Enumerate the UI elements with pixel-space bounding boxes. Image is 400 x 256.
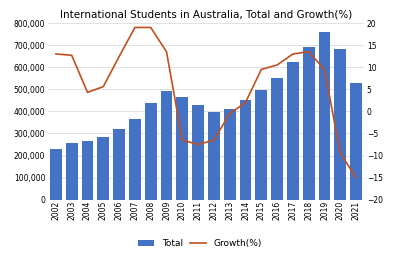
Bar [287, 62, 299, 200]
Bar [255, 90, 267, 200]
Growth(%) [117, 55, 122, 58]
Bar [303, 47, 315, 200]
Bar [66, 143, 78, 200]
Growth(%) [227, 112, 232, 115]
Growth(%) [338, 152, 343, 155]
Bar [240, 100, 252, 200]
Bar [350, 83, 362, 200]
Bar [129, 119, 141, 200]
Bar [334, 49, 346, 200]
Bar [82, 141, 94, 200]
Growth(%) [54, 52, 58, 56]
Growth(%) [69, 54, 74, 57]
Bar [224, 109, 236, 200]
Growth(%) [212, 138, 216, 142]
Bar [271, 78, 283, 200]
Growth(%) [85, 91, 90, 94]
Bar [176, 97, 188, 200]
Growth(%) [132, 26, 137, 29]
Bar [160, 91, 172, 200]
Growth(%) [275, 63, 280, 67]
Bar [208, 112, 220, 200]
Growth(%) [354, 176, 358, 179]
Growth(%) [322, 68, 327, 71]
Bar [97, 137, 109, 200]
Bar [113, 130, 125, 200]
Bar [50, 149, 62, 200]
Growth(%) [101, 85, 106, 88]
Bar [192, 105, 204, 200]
Growth(%) [180, 138, 185, 142]
Growth(%) [259, 68, 264, 71]
Growth(%) [306, 50, 311, 53]
Growth(%) [290, 52, 295, 56]
Bar [145, 103, 157, 200]
Legend: Total, Growth(%): Total, Growth(%) [134, 235, 266, 251]
Growth(%) [148, 26, 153, 29]
Growth(%) [164, 50, 169, 53]
Growth(%) [196, 143, 200, 146]
Title: International Students in Australia, Total and Growth(%): International Students in Australia, Tot… [60, 9, 352, 19]
Bar [318, 32, 330, 200]
Growth(%) [243, 101, 248, 104]
Line: Growth(%): Growth(%) [56, 27, 356, 178]
